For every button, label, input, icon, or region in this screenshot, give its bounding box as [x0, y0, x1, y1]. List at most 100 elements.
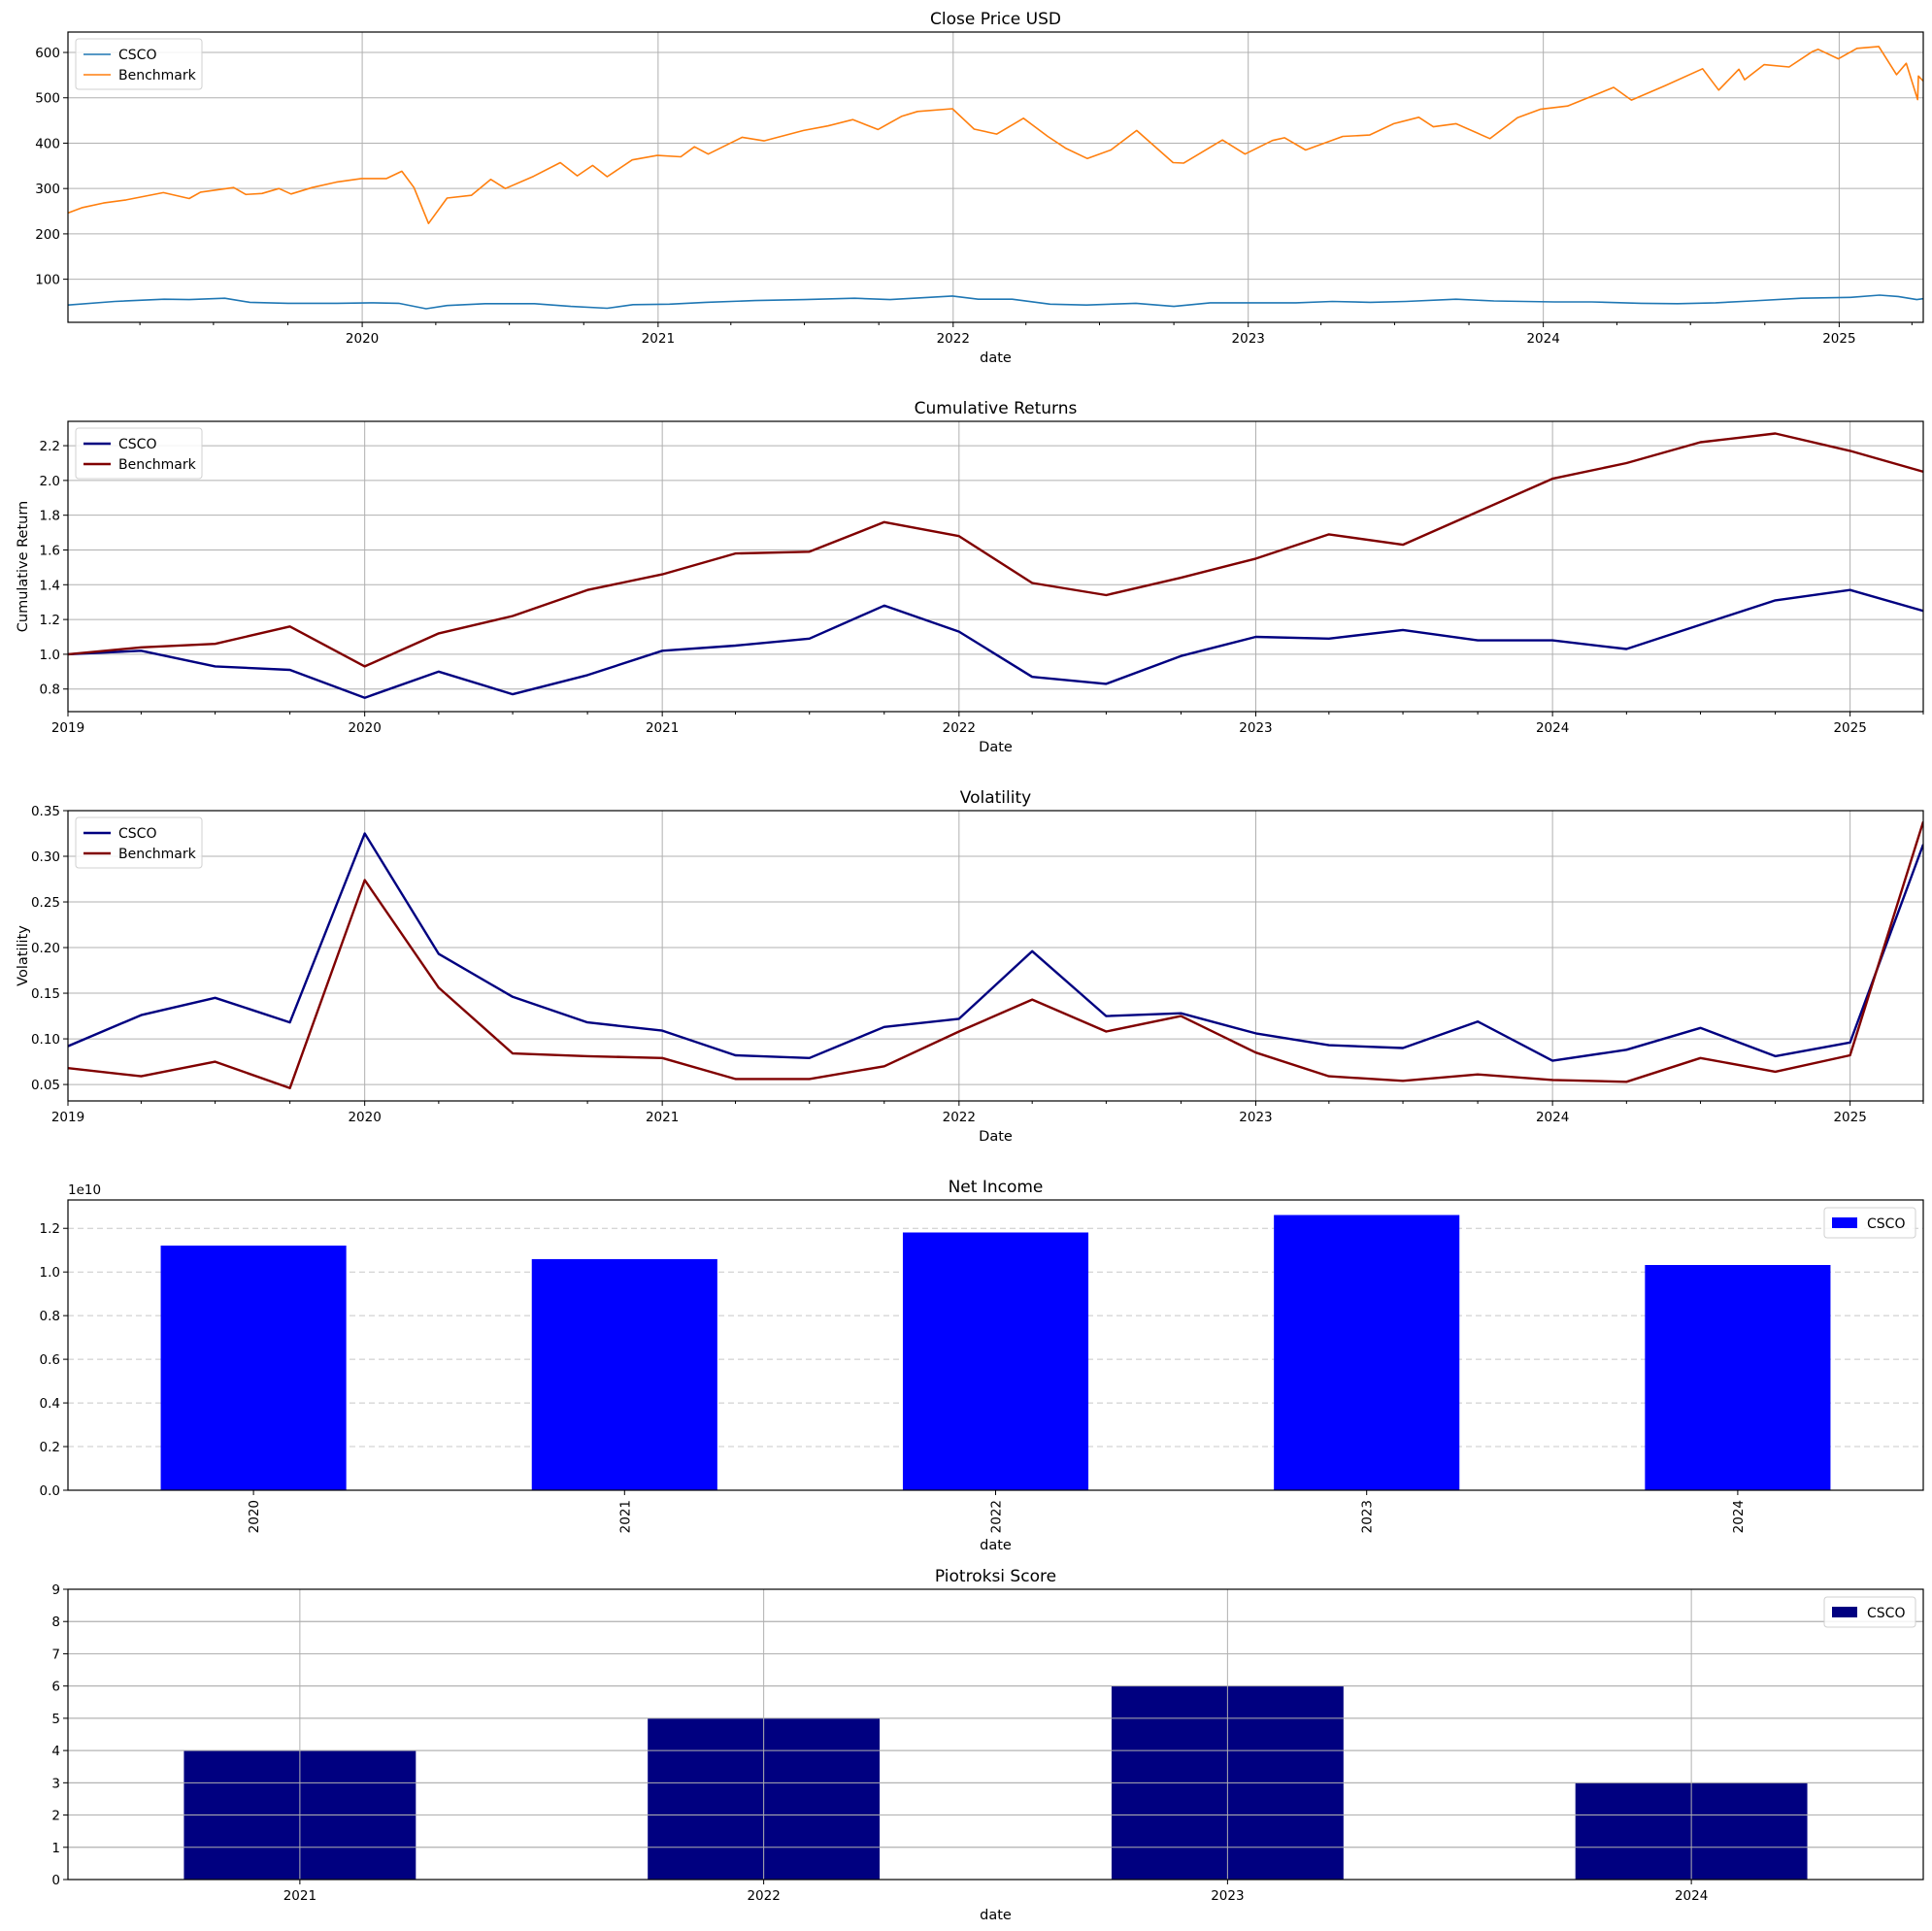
y-tick-label: 300: [35, 182, 60, 197]
bar-2020: [160, 1245, 347, 1490]
x-axis-label: Date: [979, 1129, 1013, 1145]
y-tick-label: 0.2: [40, 1440, 60, 1455]
y-tick-label: 0.8: [40, 683, 60, 698]
x-tick-label: 2020: [348, 720, 381, 736]
y-tick-label: 6: [51, 1680, 60, 1695]
legend: CSCO Benchmark: [75, 38, 203, 90]
bar-2022: [902, 1232, 1089, 1490]
x-tick-label: 2022: [937, 331, 970, 347]
x-axis-label: date: [980, 350, 1012, 366]
y-tick-label: 1.2: [40, 613, 60, 628]
x-tick-label: 2020: [348, 1110, 381, 1125]
series-line-csco: [68, 294, 1923, 310]
y-tick-label: 0.4: [40, 1396, 60, 1412]
x-tick-label: 2019: [51, 1110, 84, 1125]
x-tick-label: 2019: [51, 720, 84, 736]
y-tick-label: 7: [51, 1647, 60, 1662]
legend: CSCO Benchmark: [75, 427, 203, 480]
bars-layer: [160, 1215, 1831, 1490]
legend-label: CSCO: [118, 437, 156, 452]
x-tick-label: 2021: [283, 1888, 316, 1904]
y-tick-label: 400: [35, 136, 60, 151]
x-tick-label: 2020: [346, 331, 379, 347]
y-tick-label: 1.4: [40, 578, 60, 593]
legend-label: Benchmark: [118, 847, 197, 862]
chart-cumulative-returns: 0.8 1.0 1.2 1.4 1.6 1.8 2.0 2.2 2019 2020 2021 2022…: [16, 399, 1924, 755]
y-tick-label: 0.30: [31, 849, 60, 865]
y-tick-label: 0.35: [31, 804, 60, 819]
y-tick-label: 1.6: [40, 543, 60, 558]
y-tick-label: 0.25: [31, 895, 60, 911]
y-tick-label: 0.0: [40, 1483, 60, 1499]
x-tick-label: 2025: [1822, 331, 1855, 347]
bar-2021: [531, 1258, 717, 1490]
x-tick-label: 2024: [1536, 720, 1569, 736]
x-tick-label: 2023: [1232, 331, 1265, 347]
y-tick-label: 0.15: [31, 986, 60, 1002]
legend-box: [1823, 1207, 1916, 1239]
y-tick-label: 8: [51, 1615, 60, 1630]
y-tick-label: 1.0: [40, 648, 60, 663]
x-tick-label: 2025: [1833, 1110, 1866, 1125]
series-line-csco: [68, 832, 1923, 1062]
x-tick-label: 2023: [1239, 720, 1272, 736]
y-tick-label: 1.0: [40, 1265, 60, 1281]
chart-title: Close Price USD: [930, 10, 1061, 29]
legend-label: Benchmark: [118, 68, 197, 83]
legend: CSCO: [1823, 1596, 1916, 1628]
y-tick-label: 100: [35, 273, 60, 288]
y-tick-label: 0: [51, 1873, 60, 1888]
axes-frame: [67, 1199, 1924, 1491]
axes-frame: [67, 810, 1924, 1102]
y-tick-label: 3: [51, 1776, 60, 1791]
axes-frame: [67, 420, 1924, 713]
chart-piotroski-score: 0 1 2 3 4 5 6 7 8 9 2021 2022 2023 2024 Piotroksi Scor…: [51, 1567, 1924, 1923]
y-tick-label: 2.2: [40, 439, 60, 454]
series-line-benchmark: [68, 432, 1923, 668]
legend-box: [75, 38, 203, 90]
y-tick-label: 2: [51, 1809, 60, 1824]
axes-frame: [67, 31, 1924, 323]
bar-2023: [1274, 1215, 1460, 1490]
y-tick-label: 600: [35, 46, 60, 61]
y-tick-label: 2.0: [40, 474, 60, 489]
legend-box: [75, 427, 203, 480]
x-axis-label: date: [980, 1908, 1012, 1923]
y-offset-text: 1e10: [68, 1182, 101, 1198]
y-tick-label: 1.2: [40, 1221, 60, 1237]
legend: CSCO Benchmark: [75, 816, 203, 869]
legend-label: CSCO: [1867, 1606, 1905, 1621]
y-tick-label: 500: [35, 91, 60, 107]
x-tick-label: 2023: [1360, 1500, 1376, 1533]
series-line-benchmark: [68, 820, 1923, 1089]
series-line-csco: [68, 588, 1923, 699]
x-tick-label: 2020: [247, 1500, 262, 1533]
x-tick-label: 2021: [646, 1110, 679, 1125]
x-tick-label: 2022: [943, 720, 976, 736]
y-tick-label: 200: [35, 227, 60, 243]
y-tick-label: 0.10: [31, 1032, 60, 1048]
legend-swatch: [1832, 1217, 1857, 1228]
axes-frame: [67, 1588, 1924, 1881]
y-tick-label: 0.05: [31, 1078, 60, 1093]
legend-label: CSCO: [118, 826, 156, 842]
y-axis-label: Volatility: [16, 925, 31, 986]
x-tick-label: 2023: [1239, 1110, 1272, 1125]
chart-title: Piotroksi Score: [935, 1567, 1056, 1586]
legend-swatch: [1832, 1607, 1857, 1617]
series-line-benchmark: [68, 46, 1923, 224]
x-tick-label: 2022: [943, 1110, 976, 1125]
x-tick-label: 2024: [1675, 1888, 1708, 1904]
legend-box: [75, 816, 203, 869]
chart-title: Cumulative Returns: [915, 399, 1078, 418]
legend-box: [1823, 1596, 1916, 1628]
chart-title: Net Income: [949, 1178, 1044, 1197]
legend-label: CSCO: [118, 48, 156, 63]
x-tick-label: 2021: [642, 331, 675, 347]
y-tick-label: 0.6: [40, 1352, 60, 1368]
y-tick-label: 1: [51, 1841, 60, 1856]
x-tick-label: 2022: [747, 1888, 780, 1904]
chart-close-price: 100 200 300 400 500 600 2020 2021 2022 2023 2024 20…: [35, 10, 1924, 366]
y-tick-label: 0.8: [40, 1309, 60, 1324]
